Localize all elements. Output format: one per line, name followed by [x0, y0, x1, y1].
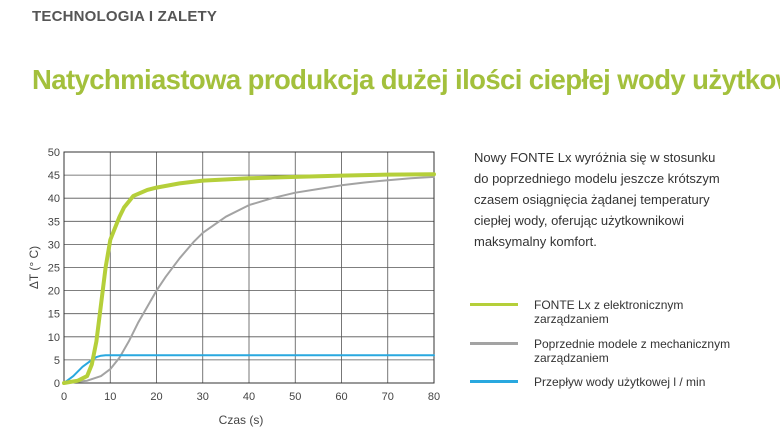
x-tick-label: 0 [61, 391, 67, 403]
legend-swatch [470, 303, 518, 306]
series-line [63, 175, 435, 384]
legend-label: Przepływ wody użytkowej l / min [534, 375, 706, 389]
x-tick-label: 60 [335, 391, 347, 403]
y-tick-label: 25 [48, 263, 60, 275]
description-text: Nowy FONTE Lx wyróżnia się w stosunku do… [474, 150, 720, 249]
section-label: TECHNOLOGIA I ZALETY [32, 8, 218, 25]
page-title: Natychmiastowa produkcja dużej ilości ci… [32, 64, 780, 95]
y-tick-label: 30 [48, 239, 60, 251]
series-line [63, 354, 435, 384]
x-tick-label: 20 [150, 391, 162, 403]
y-axis-label: ΔT (° C) [27, 246, 41, 289]
y-tick-label: 10 [48, 332, 60, 344]
plot-frame [63, 151, 435, 384]
x-tick-label: 10 [104, 391, 116, 403]
x-tick-label: 70 [382, 391, 394, 403]
series-line [62, 172, 436, 385]
y-tick-label: 5 [54, 355, 60, 367]
legend-swatch [470, 380, 518, 383]
y-tick-label: 45 [48, 170, 60, 182]
x-tick-label: 40 [243, 391, 255, 403]
x-tick-label: 50 [289, 391, 301, 403]
y-tick-label: 40 [48, 193, 60, 205]
x-tick-label: 80 [428, 391, 440, 403]
y-tick-label: 15 [48, 309, 60, 321]
x-tick-label: 30 [197, 391, 209, 403]
legend-swatch [470, 342, 518, 345]
legend-label: FONTE Lx z elektronicznym zarządzaniem [534, 298, 684, 326]
y-tick-label: 20 [48, 286, 60, 298]
y-tick-label: 50 [48, 147, 60, 159]
legend-label: Poprzednie modele z mechanicznym zarządz… [534, 337, 731, 365]
y-tick-label: 35 [48, 216, 60, 228]
x-axis-label: Czas (s) [219, 413, 264, 427]
y-tick-label: 0 [54, 378, 60, 390]
